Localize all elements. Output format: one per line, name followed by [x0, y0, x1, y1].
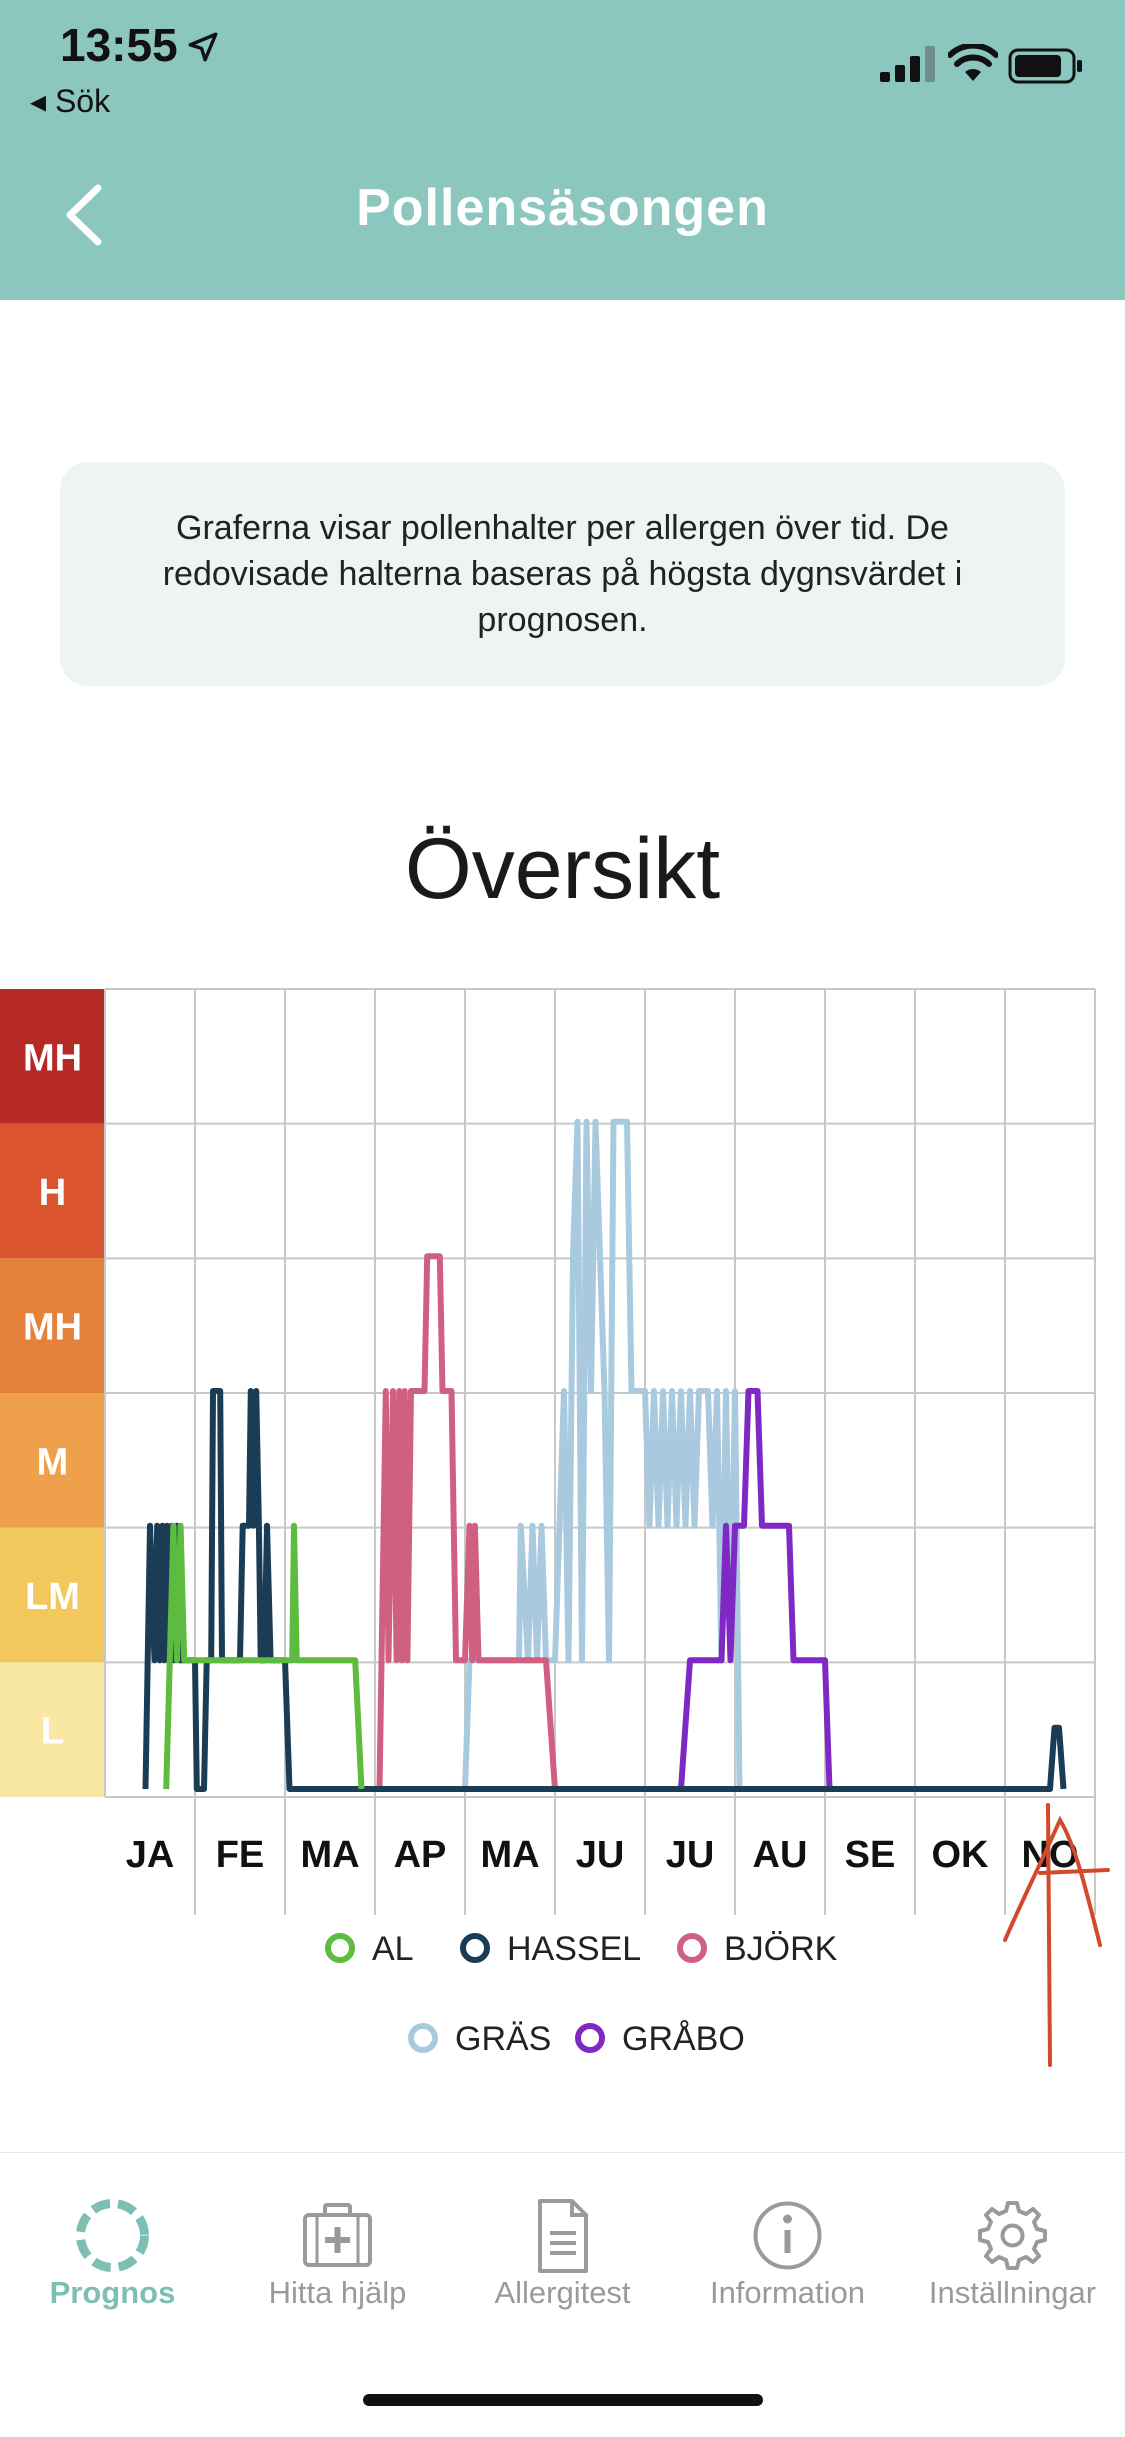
legend-marker — [677, 1933, 707, 1963]
series-line-al — [163, 1522, 365, 1790]
back-to-app-link[interactable]: ◂ Sök — [30, 83, 111, 119]
home-indicator — [363, 2394, 763, 2406]
x-tick-label: JA — [126, 1834, 175, 1876]
legend-marker — [408, 2023, 438, 2053]
back-chevron-icon[interactable] — [60, 180, 110, 250]
document-icon — [538, 2199, 588, 2273]
level-block — [0, 1123, 105, 1259]
level-label: LM — [25, 1576, 80, 1618]
tab-installningar[interactable]: Inställningar — [900, 2153, 1125, 2353]
x-tick-label: SE — [845, 1834, 896, 1876]
medical-kit-icon — [303, 2203, 372, 2267]
header: 13:55 ◂ Sök Pollensäsongen — [0, 0, 1125, 300]
tab-bar: Prognos Hitta hjälp Allergitest Informat… — [0, 2152, 1125, 2437]
level-block — [0, 1258, 105, 1393]
level-block — [0, 1527, 105, 1663]
legend-label: BJÖRK — [724, 1930, 838, 1968]
series-line-gräs — [411, 1118, 743, 1792]
tab-label: Prognos — [49, 2275, 176, 2310]
level-block — [0, 1393, 105, 1528]
chart-legend: AL HASSEL BJÖRK GRÄS GRÅBO — [325, 1930, 838, 2058]
tab-label: Hitta hjälp — [268, 2275, 407, 2310]
tab-label: Inställningar — [928, 2275, 1097, 2310]
location-arrow-icon — [188, 32, 218, 62]
level-scale: L LM M MH H MH — [0, 989, 105, 1797]
gear-icon — [978, 2201, 1047, 2270]
legend-label: GRÄS — [455, 2020, 551, 2058]
tab-label: Information — [709, 2275, 866, 2310]
series-line-gråbo — [678, 1388, 833, 1790]
x-tick-label: FE — [216, 1834, 265, 1876]
series-line-björk — [376, 1253, 558, 1790]
info-icon — [753, 2201, 822, 2270]
x-axis-ticks: JA FE MA AP MA JU JU AU SE OK NO — [126, 1834, 1079, 1876]
battery-icon — [1008, 48, 1082, 84]
legend-label: GRÅBO — [622, 2020, 745, 2058]
x-tick-label: MA — [480, 1834, 539, 1876]
prognos-ring-icon — [76, 2199, 149, 2272]
tab-prognos[interactable]: Prognos — [0, 2153, 225, 2353]
tab-information[interactable]: Information — [675, 2153, 900, 2353]
chart-series — [142, 1118, 1067, 1792]
legend-marker — [575, 2023, 605, 2053]
x-tick-label: OK — [932, 1834, 990, 1876]
wifi-icon — [948, 44, 998, 81]
tab-label: Allergitest — [494, 2275, 631, 2310]
x-tick-label: AU — [753, 1834, 808, 1876]
legend-label: AL — [372, 1930, 414, 1968]
info-box: Graferna visar pollenhalter per allergen… — [60, 462, 1065, 686]
section-title: Översikt — [404, 821, 721, 917]
series-line-hassel — [142, 1388, 1067, 1792]
level-label: MH — [23, 1307, 82, 1349]
handwritten-annotation — [1003, 1803, 1110, 2067]
level-label: H — [39, 1172, 66, 1214]
page-title: Pollensäsongen — [356, 179, 769, 237]
x-tick-label: JU — [576, 1834, 625, 1876]
x-tick-label: JU — [666, 1834, 715, 1876]
x-tick-label: AP — [394, 1834, 447, 1876]
level-label: M — [37, 1441, 69, 1483]
info-text: Graferna visar pollenhalter per allergen… — [162, 509, 963, 639]
x-tick-label: MA — [300, 1834, 359, 1876]
tab-hitta-hjalp[interactable]: Hitta hjälp — [225, 2153, 450, 2353]
legend-marker — [325, 1933, 355, 1963]
status-time: 13:55 — [60, 19, 178, 71]
tab-allergitest[interactable]: Allergitest — [450, 2153, 675, 2353]
signal-icon — [880, 46, 935, 82]
level-block — [0, 1662, 105, 1797]
level-block — [0, 989, 105, 1124]
level-label: MH — [23, 1037, 82, 1079]
legend-label: HASSEL — [507, 1930, 641, 1968]
legend-marker — [460, 1933, 490, 1963]
level-label: L — [41, 1711, 64, 1753]
